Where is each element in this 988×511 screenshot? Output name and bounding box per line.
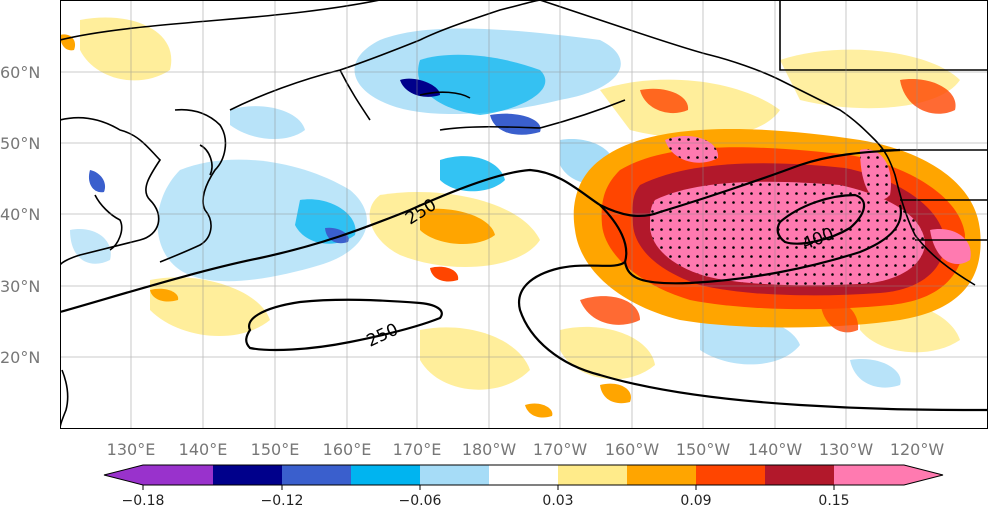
contour-lines [60,148,988,412]
colorbar-tick-label: 0.15 [818,493,849,509]
lat-label-50n: 50°N [0,134,40,153]
lon-label-160w: 160°W [605,440,660,459]
colorbar-extend-high [904,465,943,485]
lat-label-30n: 30°N [0,277,40,296]
lon-label-170e: 170°E [393,440,442,459]
colorbar-bin [213,465,282,485]
lon-label-140e: 140°E [179,440,228,459]
longitude-labels: 130°E 140°E 150°E 160°E 170°E 180°W 170°… [107,440,945,459]
coastlines [60,0,988,429]
colorbar-bin [627,465,696,485]
lon-label-120w: 120°W [890,440,945,459]
lon-label-150w: 150°W [676,440,731,459]
colorbar-bin [834,465,904,485]
map-panel: 250 250 400 [60,0,988,429]
lat-label-20n: 20°N [0,348,40,367]
lon-label-130e: 130°E [107,440,156,459]
colorbar-extend-low [104,465,143,485]
colorbar-bin [765,465,834,485]
latitude-labels: 60°N 50°N 40°N 30°N 20°N [0,63,40,367]
lat-label-60n: 60°N [0,63,40,82]
lon-label-170w: 170°W [533,440,588,459]
lon-label-130w: 130°W [819,440,874,459]
anomaly-shading [60,17,981,418]
colorbar-bin [420,465,489,485]
colorbar-tick-label: 0.03 [542,493,573,509]
colorbar-bin [143,465,213,485]
lon-label-150e: 150°E [251,440,300,459]
colorbar-tick-label: 0.09 [680,493,711,509]
lon-label-160e: 160°E [323,440,372,459]
colorbar-bin [558,465,627,485]
colorbar-bin [489,465,558,485]
lon-label-180w: 180°W [462,440,517,459]
lon-label-140w: 140°W [748,440,803,459]
colorbar: −0.18 −0.12 −0.06 0.03 0.09 0.15 [103,464,944,509]
lat-label-40n: 40°N [0,205,40,224]
colorbar-tick-label: −0.06 [399,493,442,509]
colorbar-bin [282,465,351,485]
colorbar-bin [351,465,420,485]
colorbar-tick-label: −0.12 [261,493,304,509]
colorbar-tick-label: −0.18 [122,493,165,509]
colorbar-bin [696,465,765,485]
